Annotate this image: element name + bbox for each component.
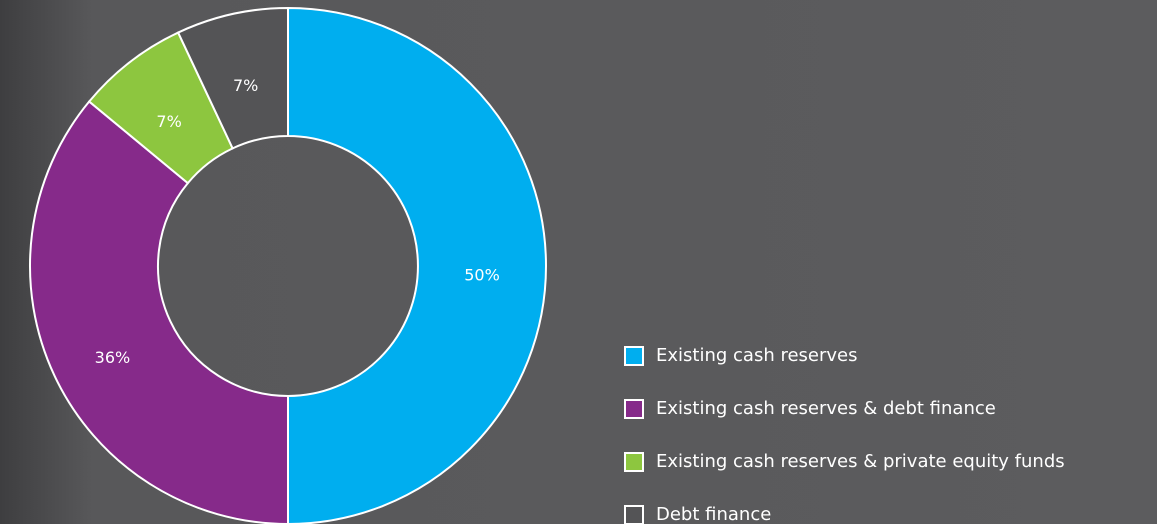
legend-label: Existing cash reserves <box>656 345 858 366</box>
slice <box>287 6 547 524</box>
slice <box>176 6 289 150</box>
slice-label: 36% <box>95 348 131 367</box>
legend-label: Existing cash reserves & private equity … <box>656 451 1065 472</box>
legend-swatch <box>624 346 644 366</box>
legend-swatch <box>624 399 644 419</box>
slice-label: 7% <box>233 76 258 95</box>
legend-label: Debt finance <box>656 504 771 524</box>
legend-label: Existing cash reserves & debt finance <box>656 398 996 419</box>
slice-label: 7% <box>156 112 181 131</box>
legend-swatch <box>624 452 644 472</box>
slice <box>29 100 289 524</box>
slice-label: 50% <box>464 266 500 285</box>
legend-swatch <box>624 505 644 524</box>
